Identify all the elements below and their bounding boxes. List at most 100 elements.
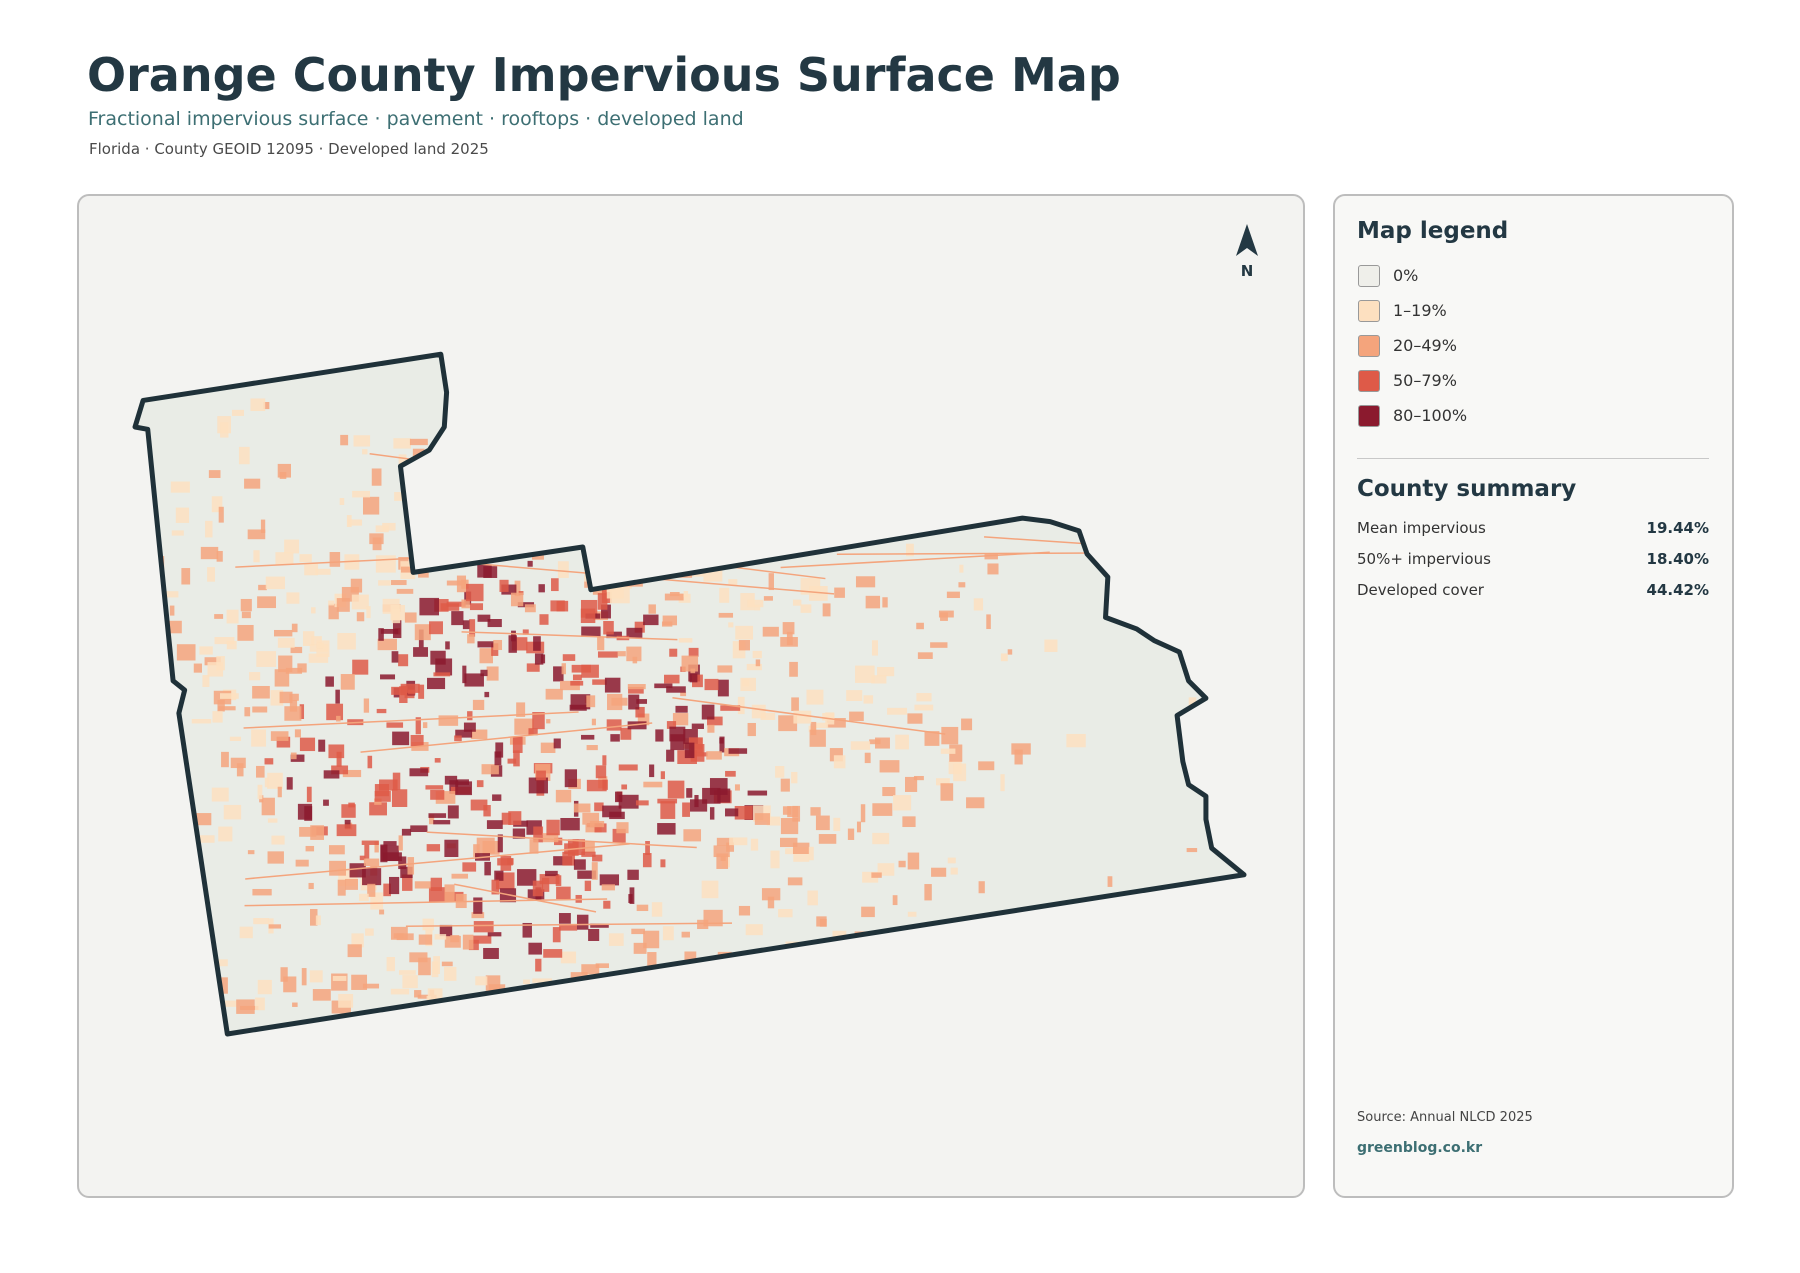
raster-patch [260, 519, 266, 533]
raster-patch [555, 486, 564, 499]
raster-patch [342, 769, 362, 778]
raster-patch [691, 723, 704, 729]
raster-patch [438, 715, 459, 726]
raster-patch [512, 478, 526, 493]
raster-patch [597, 637, 605, 651]
raster-patch [461, 599, 470, 609]
raster-patch [250, 398, 266, 412]
raster-patch [274, 669, 290, 687]
raster-patch [651, 902, 663, 917]
raster-patch [592, 679, 607, 685]
raster-patch [302, 631, 315, 646]
raster-patch [379, 909, 385, 915]
raster-patch [1127, 925, 1136, 939]
raster-patch [409, 952, 428, 963]
summary-row: Developed cover 44.42% [1357, 574, 1709, 605]
raster-patch [455, 729, 473, 738]
raster-patch [140, 519, 155, 527]
raster-patch [528, 942, 542, 955]
road [1075, 981, 1245, 1022]
raster-patch [581, 626, 601, 637]
raster-patch [872, 803, 893, 816]
title: Orange County Impervious Surface Map [87, 48, 1121, 102]
raster-patch [504, 463, 510, 477]
raster-patch [815, 815, 830, 831]
raster-patch [268, 924, 282, 929]
raster-patch [800, 577, 821, 595]
raster-patch [573, 803, 591, 813]
raster-patch [735, 625, 754, 640]
raster-patch [987, 563, 999, 575]
raster-patch [493, 998, 500, 1011]
raster-patch [941, 726, 959, 745]
raster-patch [521, 513, 538, 531]
raster-patch [469, 603, 484, 611]
raster-patch [591, 862, 598, 880]
raster-patch [608, 1027, 622, 1034]
raster-patch [922, 953, 936, 962]
raster-patch [634, 507, 654, 515]
raster-patch [331, 765, 349, 775]
raster-patch [880, 985, 899, 990]
raster-patch [347, 519, 363, 526]
raster-patch [614, 977, 624, 982]
raster-patch [352, 490, 371, 498]
raster-patch [753, 961, 759, 976]
raster-patch [1007, 649, 1013, 655]
raster-patch [239, 926, 253, 939]
raster-patch [833, 755, 846, 769]
raster-patch [564, 769, 578, 788]
raster-patch [528, 728, 538, 736]
raster-patch [581, 486, 591, 500]
raster-patch [400, 566, 419, 573]
raster-patch [663, 1019, 669, 1026]
raster-patch [543, 443, 551, 461]
raster-patch [430, 789, 445, 800]
raster-patch [743, 1065, 749, 1077]
raster-patch [181, 568, 191, 585]
raster-patch [497, 457, 506, 471]
raster-patch [362, 496, 380, 515]
raster-patch [486, 820, 503, 829]
raster-patch [433, 482, 447, 489]
raster-patch [675, 705, 688, 713]
raster-patch [528, 777, 548, 794]
raster-patch [810, 807, 821, 816]
raster-patch [351, 933, 364, 948]
raster-patch [340, 434, 349, 446]
raster-patch [594, 802, 604, 812]
raster-patch [778, 909, 793, 918]
raster-patch [469, 619, 476, 637]
raster-patch [930, 642, 948, 648]
raster-patch [775, 996, 795, 1011]
raster-patch [449, 1072, 458, 1088]
raster-patch [864, 752, 871, 764]
raster-patch [589, 354, 606, 361]
raster-patch [477, 614, 491, 622]
raster-patch [341, 804, 356, 818]
raster-patch [626, 646, 642, 662]
raster-patch [606, 442, 620, 457]
raster-patch [898, 952, 909, 958]
raster-patch [616, 1011, 632, 1017]
raster-patch [728, 748, 748, 754]
raster-patch [555, 875, 562, 886]
raster-patch [882, 597, 888, 608]
raster-patch [871, 675, 887, 684]
raster-patch [826, 718, 846, 728]
raster-patch [793, 710, 812, 724]
raster-patch [657, 823, 676, 835]
raster-patch [666, 749, 675, 762]
raster-patch [328, 600, 335, 606]
legend-title: Map legend [1357, 218, 1509, 244]
raster-patch [393, 438, 411, 449]
raster-patch [502, 1025, 521, 1034]
raster-patch [329, 860, 346, 876]
raster-patch [783, 961, 798, 971]
raster-patch [369, 802, 387, 816]
raster-patch [411, 541, 431, 555]
raster-patch [418, 1071, 426, 1080]
raster-patch [655, 729, 664, 742]
legend-swatch [1358, 369, 1380, 392]
raster-patch [737, 696, 745, 715]
